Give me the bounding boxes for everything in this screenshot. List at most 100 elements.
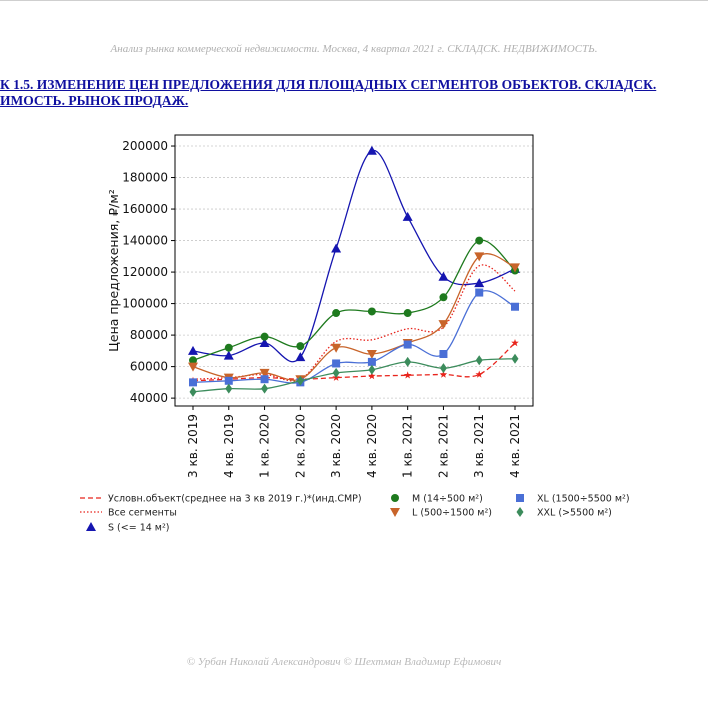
legend-label: S (<= 14 м²) [108, 523, 170, 534]
data-point [367, 357, 376, 366]
x-tick-label: 2 кв. 2021 [436, 414, 450, 478]
page-footer: © Урбан Николай Александрович © Шехтман … [186, 656, 502, 668]
series-line [192, 358, 516, 393]
data-point [403, 371, 412, 379]
data-point [296, 342, 305, 351]
data-point [439, 350, 448, 359]
data-point [402, 211, 413, 221]
data-point [225, 383, 233, 394]
legend-label: M (14÷500 м²) [412, 494, 483, 505]
series-6 [189, 353, 519, 397]
data-point [259, 337, 270, 347]
data-point [403, 340, 412, 349]
price-chart: 40000 60000 80000 100000 120000 140000 160000 1… [80, 134, 630, 534]
data-point [511, 353, 519, 364]
y-tick-label: 40000 [130, 391, 168, 405]
legend-item: XL (1500÷5500 м²) [516, 494, 630, 505]
data-point [366, 350, 377, 360]
data-point [510, 263, 520, 273]
y-tick-label: 60000 [130, 360, 168, 374]
data-point [439, 293, 448, 302]
y-tick-label: 120000 [122, 265, 168, 279]
data-point [260, 375, 269, 384]
y-tick-label: 160000 [122, 202, 168, 216]
series-line [192, 264, 516, 382]
data-point [474, 252, 485, 262]
x-tick-label: 1 кв. 2021 [401, 414, 415, 478]
data-point [366, 145, 377, 155]
series-2 [188, 145, 520, 363]
data-point [475, 288, 484, 297]
legend-marker [516, 507, 524, 517]
data-point [224, 343, 233, 352]
data-point [475, 236, 484, 245]
legend-item: Все сегменты [80, 508, 177, 519]
data-point [438, 271, 449, 281]
data-point [438, 320, 449, 330]
y-axis-label: Цена предложения, ₽/м² [106, 189, 121, 352]
data-point [439, 370, 448, 378]
data-point [261, 383, 269, 394]
x-tick-label: 3 кв. 2020 [329, 414, 343, 478]
data-point [189, 386, 197, 397]
data-point [296, 375, 304, 386]
page-header: Анализ рынка коммерческой недвижимости. … [110, 43, 598, 55]
y-tick-label: 80000 [130, 328, 168, 342]
data-point [475, 370, 484, 378]
data-point [474, 278, 485, 288]
data-point [295, 352, 306, 362]
legend-marker [390, 508, 400, 517]
caption-line-1: К 1.5. ИЗМЕНЕНИЕ ЦЕН ПРЕДЛОЖЕНИЯ ДЛЯ ПЛО… [0, 77, 657, 92]
data-point [331, 243, 342, 253]
series-line [192, 290, 516, 384]
caption-line-2: ИМОСТЬ. РЫНОК ПРОДАЖ. [0, 93, 189, 108]
legend-label: L (500÷1500 м²) [412, 508, 492, 519]
legend-marker [86, 522, 96, 531]
data-point [403, 309, 412, 318]
figure-caption: К 1.5. ИЗМЕНЕНИЕ ЦЕН ПРЕДЛОЖЕНИЯ ДЛЯ ПЛО… [0, 77, 708, 109]
x-tick-label: 2 кв. 2020 [293, 414, 307, 478]
y-tick-label: 100000 [122, 297, 168, 311]
plot-frame [174, 134, 534, 407]
data-point [404, 356, 412, 367]
data-point [188, 362, 198, 372]
data-point [260, 332, 269, 341]
x-tick-label: 4 кв. 2020 [365, 414, 379, 478]
series-1 [192, 264, 516, 382]
data-point [332, 367, 340, 378]
y-tick-label: 140000 [122, 234, 168, 248]
data-point [331, 343, 342, 353]
legend-label: XXL (>5500 м²) [537, 508, 612, 519]
legend-marker [516, 494, 524, 502]
legend-item: S (<= 14 м²) [86, 522, 170, 534]
data-point [332, 359, 341, 368]
y-tick-label: 180000 [122, 171, 168, 185]
x-tick-label: 4 кв. 2021 [508, 414, 522, 478]
data-point [368, 372, 376, 380]
series-3 [189, 236, 519, 365]
data-point [367, 307, 376, 316]
data-point [259, 368, 270, 378]
data-point [511, 338, 519, 347]
legend-item: L (500÷1500 м²) [390, 508, 492, 519]
top-border [0, 0, 708, 1]
legend-label: Все сегменты [108, 508, 177, 519]
data-point [475, 355, 483, 366]
x-tick-label: 4 кв. 2019 [222, 414, 236, 478]
legend-item: XXL (>5500 м²) [516, 507, 612, 519]
data-point [223, 350, 234, 360]
data-point [439, 363, 447, 374]
legend-item: Условн.объект(среднее на 3 кв 2019 г.)*(… [80, 494, 362, 505]
legend-label: XL (1500÷5500 м²) [537, 494, 630, 505]
legend-item: M (14÷500 м²) [391, 494, 483, 505]
x-tick-label: 3 кв. 2019 [186, 414, 200, 478]
data-point [224, 376, 233, 385]
series-line [192, 239, 516, 361]
legend-marker [391, 494, 399, 502]
data-point [189, 356, 197, 365]
data-point [368, 364, 376, 375]
y-tick-label: 200000 [122, 139, 168, 153]
x-tick-label: 1 кв. 2020 [258, 414, 272, 478]
legend-label: Условн.объект(среднее на 3 кв 2019 г.)*(… [108, 494, 362, 505]
data-point [188, 345, 198, 355]
